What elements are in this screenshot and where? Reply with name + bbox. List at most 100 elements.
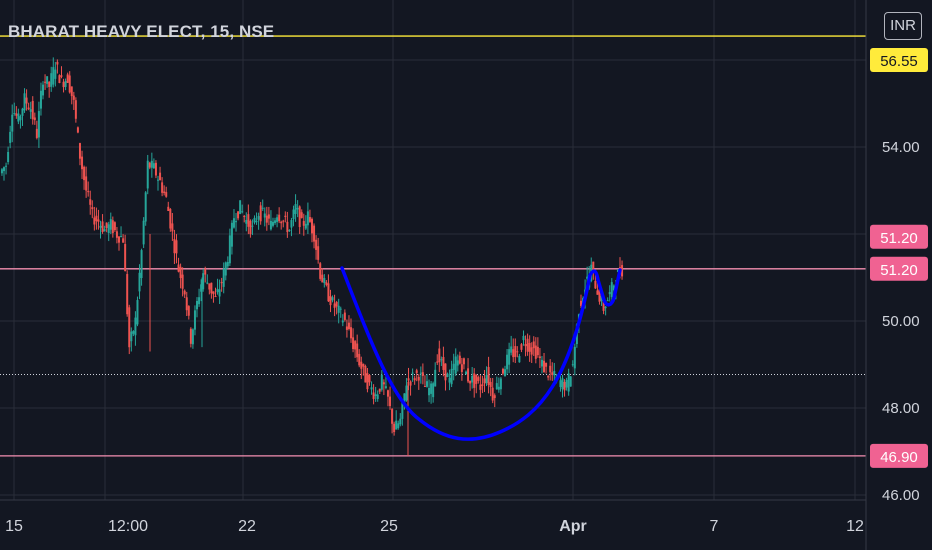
time-axis[interactable]: 15 12:00 22 25 Apr 7 12 — [5, 518, 864, 535]
candle-body — [487, 366, 490, 386]
candle-body — [50, 73, 53, 87]
candle-body — [74, 100, 77, 119]
candle-body — [267, 214, 270, 219]
candle-body — [235, 221, 238, 223]
candle-body — [345, 326, 348, 330]
candle-body — [382, 382, 385, 385]
candle-body — [467, 368, 470, 382]
candle-body — [179, 266, 182, 279]
candle-body — [0, 169, 3, 174]
x-tick-label: 22 — [238, 518, 256, 535]
candle-body — [360, 361, 363, 369]
candle-body — [263, 213, 266, 218]
candle-body — [193, 310, 196, 330]
candle-body — [165, 192, 168, 197]
candle-body — [335, 301, 338, 307]
candle-body — [76, 127, 79, 133]
candle-body — [251, 225, 254, 227]
candle-body — [134, 317, 137, 336]
candle-body — [220, 282, 223, 284]
candle-body — [120, 236, 123, 238]
candle-body — [101, 221, 104, 233]
candle-body — [430, 383, 433, 394]
candle-body — [95, 215, 98, 222]
candle-body — [5, 165, 8, 167]
candle-body — [124, 244, 127, 272]
x-tick-label: 25 — [380, 518, 398, 535]
candle-body — [506, 354, 509, 370]
candle-body — [224, 262, 227, 276]
candle-body — [594, 280, 597, 289]
x-tick-label: 15 — [5, 518, 23, 535]
candle-body — [78, 143, 81, 159]
candle-body — [276, 217, 279, 222]
y-tick-label: 54.00 — [882, 139, 920, 156]
candle-body — [11, 114, 14, 132]
candle-body — [499, 378, 502, 390]
candle-body — [378, 388, 381, 392]
candle-body — [545, 362, 548, 367]
candle-body — [173, 239, 176, 254]
chart-title: BHARAT HEAVY ELECT, 15, NSE — [8, 22, 275, 41]
y-tick-label: 48.00 — [882, 400, 920, 417]
candle-body — [313, 225, 316, 242]
candle-body — [29, 109, 32, 112]
candle-body — [331, 297, 334, 301]
candle-body — [245, 219, 248, 224]
candle-body — [508, 349, 511, 365]
candle-body — [419, 372, 422, 374]
candle-body — [319, 263, 322, 279]
candle-body — [241, 211, 244, 213]
currency-button[interactable]: INR — [884, 12, 922, 40]
candle-body — [271, 221, 274, 226]
candle-body — [154, 162, 157, 176]
candle-body — [477, 377, 480, 381]
candle-body — [372, 392, 375, 399]
candle-body — [393, 423, 396, 433]
candle-body — [255, 221, 258, 223]
candle-body — [60, 75, 63, 77]
candle-body — [389, 396, 392, 407]
candle-body — [547, 376, 550, 378]
candle-body — [438, 348, 441, 363]
candle-body — [598, 289, 601, 302]
candle-body — [469, 380, 472, 384]
candle-body — [454, 356, 457, 374]
candle-body — [549, 365, 552, 373]
candle-body — [350, 327, 353, 339]
candle-body — [436, 361, 439, 363]
candle-body — [483, 378, 486, 384]
candle-body — [465, 371, 467, 375]
candle-body — [17, 113, 20, 122]
candle-body — [366, 373, 369, 390]
candle-body — [495, 383, 498, 390]
candle-body — [222, 268, 225, 287]
candle-body — [311, 218, 313, 234]
candle-body — [534, 345, 537, 359]
candle-body — [39, 90, 42, 109]
candle-body — [253, 217, 256, 223]
candle-body — [368, 375, 371, 383]
candle-body — [286, 221, 289, 233]
candle-body — [269, 220, 272, 230]
price-badge-label: 51.20 — [880, 230, 918, 247]
candle-body — [70, 86, 73, 97]
candle-body — [411, 372, 414, 374]
price-badge-label: 51.20 — [880, 262, 918, 279]
candle-body — [444, 363, 447, 381]
candle-body — [491, 387, 494, 401]
candle-body — [138, 272, 141, 292]
candle-body — [456, 360, 459, 366]
candle-body — [374, 394, 377, 396]
candle-body — [146, 160, 149, 189]
candle-body — [169, 208, 172, 229]
candle-body — [42, 84, 45, 96]
candle-body — [83, 166, 86, 181]
candle-body — [559, 380, 562, 388]
candle-body — [458, 355, 461, 364]
candle-body — [376, 394, 379, 399]
candle-body — [216, 288, 219, 293]
candle-body — [64, 81, 67, 87]
candle-body — [571, 364, 574, 366]
